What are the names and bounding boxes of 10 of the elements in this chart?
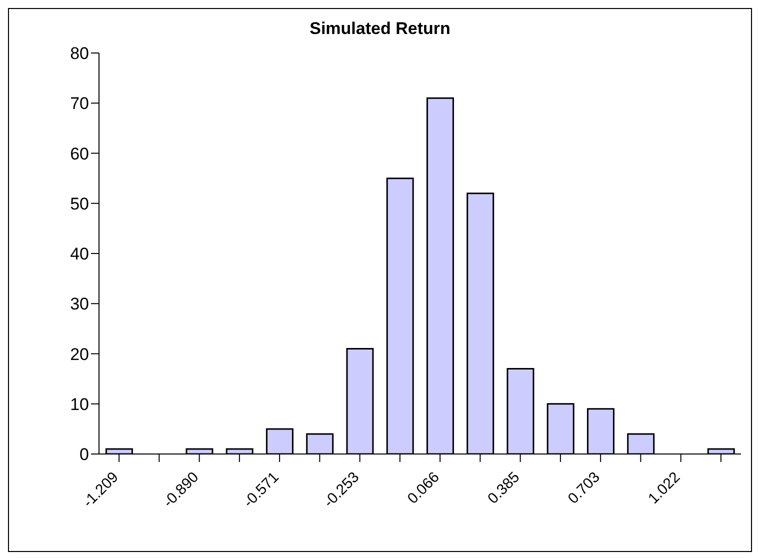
y-tick-label: 10 <box>70 394 89 414</box>
y-tick-label: 20 <box>70 344 89 364</box>
chart-title: Simulated Return <box>308 19 452 39</box>
y-tick-label: 50 <box>70 194 89 214</box>
y-tick-label: 30 <box>70 294 89 314</box>
y-tick-label: 60 <box>70 144 89 164</box>
y-tick-label: 40 <box>70 244 89 264</box>
y-tick-label: 70 <box>70 94 89 114</box>
y-tick-label: 80 <box>70 44 89 64</box>
y-tick-label: 0 <box>80 445 89 464</box>
